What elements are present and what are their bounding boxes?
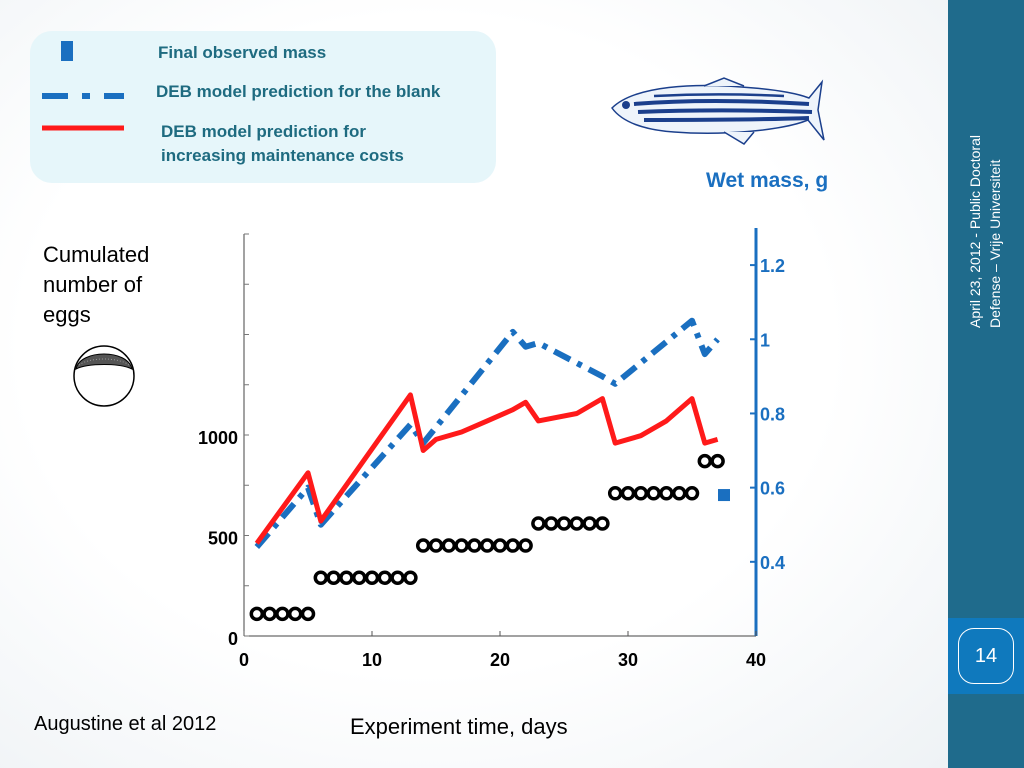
egg-count-point: [249, 606, 265, 622]
series-line-0: [254, 317, 720, 549]
x-tick-label: 0: [239, 650, 249, 670]
egg-count-point: [569, 516, 585, 531]
x-axis-title: Experiment time, days: [350, 714, 568, 739]
x-tick-label: 20: [490, 650, 510, 670]
egg-count-point: [287, 606, 303, 622]
egg-count-point: [479, 538, 495, 553]
egg-count-point: [595, 516, 610, 531]
tick-labels: 0 10 20 30 40 0 500 1000 0.4 0.6 0.8 1 1.2: [198, 256, 785, 670]
observed-mass-point: [718, 489, 730, 502]
egg-count-point: [684, 486, 700, 501]
y2-tick-label: 1.2: [760, 256, 785, 276]
plot-marks: [249, 317, 730, 622]
footer-line-2: Defense – Vrije Universiteit: [987, 160, 1003, 328]
legend-label-blank: DEB model prediction for the blank: [156, 82, 441, 101]
egg-count-point: [377, 570, 393, 585]
egg-count-point: [390, 570, 405, 585]
egg-count-point: [403, 570, 418, 585]
legend-swatch-observed: [61, 41, 73, 61]
egg-count-point: [313, 570, 329, 585]
x-tick-label: 10: [362, 650, 382, 670]
y-axis-title: Cumulated number of eggs: [43, 240, 183, 330]
egg-count-point: [275, 606, 290, 622]
y2-tick-label: 0.4: [760, 553, 785, 573]
legend-label-maintenance: DEB model prediction for increasing main…: [161, 120, 404, 168]
series-line-1: [254, 392, 719, 545]
y-tick-label: 500: [208, 529, 238, 549]
egg-count-point: [710, 453, 725, 469]
egg-count-point: [364, 570, 380, 585]
legend-label-maintenance-line2: increasing maintenance costs: [161, 146, 404, 165]
egg-count-point: [697, 453, 713, 469]
egg-count-point: [671, 486, 687, 501]
egg-count-point: [659, 486, 674, 501]
egg-count-point: [415, 538, 431, 553]
egg-count-point: [582, 516, 597, 531]
legend-box: [30, 31, 496, 183]
y-tick-label: 1000: [198, 428, 238, 448]
egg-count-point: [518, 538, 533, 553]
egg-count-point: [351, 570, 367, 585]
chart-svg: 0 10 20 30 40 0 500 1000 0.4 0.6 0.8 1 1.2: [42, 41, 785, 670]
egg-count-point: [607, 486, 623, 501]
legend-marks: [42, 41, 124, 131]
egg-count-point: [620, 486, 636, 501]
footer-text: April 23, 2012 - Public Doctoral Defense…: [962, 92, 1008, 332]
fish-egg-illustration-icon: [73, 345, 135, 407]
egg-count-point: [646, 486, 661, 501]
y2-axis-title: Wet mass, g: [706, 169, 829, 192]
egg-count-point: [262, 606, 277, 622]
legend-label-observed: Final observed mass: [158, 43, 327, 62]
source-citation: Augustine et al 2012: [34, 713, 217, 735]
egg-count-point: [633, 486, 649, 501]
y-axis-title-line2: number of: [43, 272, 143, 297]
y2-tick-label: 1: [760, 330, 770, 350]
page-number-band: [948, 618, 1024, 694]
x-tick-label: 30: [618, 650, 638, 670]
egg-count-point: [300, 606, 316, 622]
egg-count-point: [543, 516, 559, 531]
egg-count-point: [467, 538, 482, 553]
egg-count-point: [492, 538, 508, 553]
footer-line-1: April 23, 2012 - Public Doctoral: [967, 135, 983, 328]
legend-label-maintenance-line1: DEB model prediction for: [161, 122, 366, 141]
egg-count-point: [505, 538, 521, 553]
egg-count-point: [326, 570, 341, 585]
footer-text-svg: April 23, 2012 - Public Doctoral Defense…: [967, 135, 1003, 328]
zebrafish-illustration-icon: [611, 77, 825, 145]
egg-count-point: [531, 516, 546, 531]
egg-count-point: [339, 570, 354, 585]
y-axis-title-line3: eggs: [43, 302, 91, 327]
egg-count-point: [441, 538, 457, 553]
chart-axes: [243, 228, 758, 637]
x-tick-label: 40: [746, 650, 766, 670]
egg-count-point: [428, 538, 444, 553]
y-axis-title-line1: Cumulated: [43, 242, 150, 267]
egg-count-point: [454, 538, 469, 553]
y2-tick-label: 0.8: [760, 404, 785, 424]
egg-count-point: [556, 516, 572, 531]
y-tick-label: 0: [228, 629, 238, 649]
y2-tick-label: 0.6: [760, 479, 785, 499]
page-number: 14: [958, 628, 1014, 684]
